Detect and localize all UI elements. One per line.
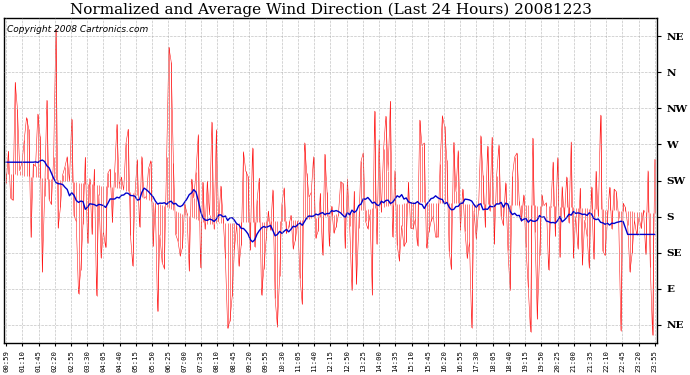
Title: Normalized and Average Wind Direction (Last 24 Hours) 20081223: Normalized and Average Wind Direction (L…	[70, 3, 591, 17]
Text: Copyright 2008 Cartronics.com: Copyright 2008 Cartronics.com	[7, 25, 148, 34]
